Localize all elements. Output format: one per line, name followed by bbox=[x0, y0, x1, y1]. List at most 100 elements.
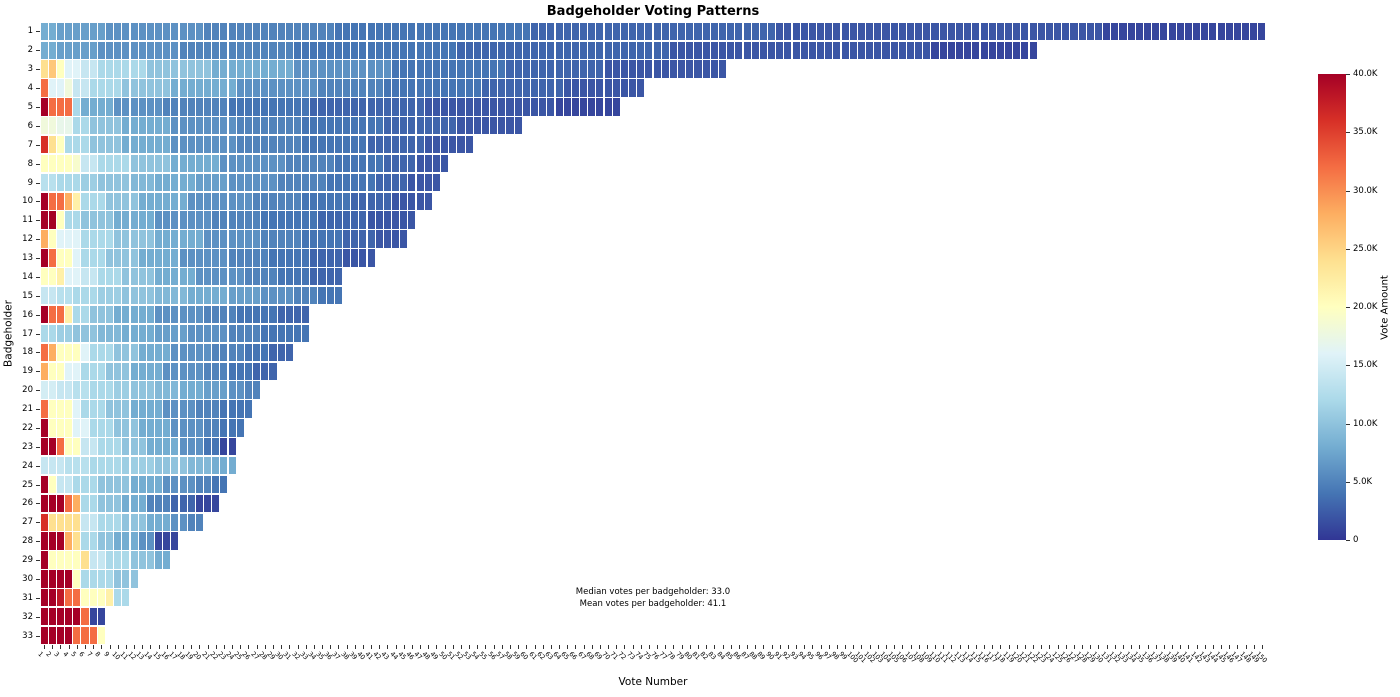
heatmap-cell bbox=[146, 343, 154, 361]
heatmap-cell bbox=[367, 192, 375, 210]
heatmap-cell bbox=[334, 249, 342, 267]
heatmap-cell bbox=[81, 268, 89, 286]
x-tick-label: 4 bbox=[60, 650, 70, 659]
heatmap-cell bbox=[334, 268, 342, 286]
heatmap-cell bbox=[318, 192, 326, 210]
heatmap-cell bbox=[432, 79, 440, 97]
heatmap-cell bbox=[531, 41, 539, 59]
heatmap-cell bbox=[253, 117, 261, 135]
heatmap-cell bbox=[114, 287, 122, 305]
heatmap-cell bbox=[122, 41, 130, 59]
heatmap-cell bbox=[285, 287, 293, 305]
heatmap-cell bbox=[343, 154, 351, 173]
heatmap-cell bbox=[514, 117, 522, 135]
heatmap-cell bbox=[56, 419, 64, 437]
heatmap-cell bbox=[220, 22, 228, 41]
heatmap-cell bbox=[155, 230, 163, 248]
heatmap-cell bbox=[343, 135, 351, 154]
heatmap-cell bbox=[481, 41, 490, 59]
heatmap-cell bbox=[228, 230, 236, 248]
heatmap-cell bbox=[261, 98, 269, 116]
heatmap-cell bbox=[244, 22, 252, 41]
heatmap-cell bbox=[65, 551, 73, 569]
heatmap-cell bbox=[40, 98, 48, 116]
heatmap-cell bbox=[73, 98, 81, 116]
heatmap-cell bbox=[81, 570, 89, 588]
heatmap-cell bbox=[375, 22, 383, 41]
colorbar-tick-label: 30.0K bbox=[1353, 185, 1378, 196]
heatmap-cell bbox=[138, 268, 146, 286]
heatmap-cell bbox=[204, 287, 212, 305]
heatmap-cell bbox=[204, 362, 212, 380]
heatmap-cell bbox=[678, 22, 686, 41]
heatmap-cell bbox=[204, 60, 212, 78]
heatmap-cell bbox=[122, 400, 130, 418]
heatmap-cell bbox=[669, 22, 677, 41]
heatmap-cell bbox=[890, 22, 898, 41]
heatmap-cell bbox=[155, 532, 163, 550]
x-tick-mark bbox=[1123, 645, 1124, 649]
heatmap-cell bbox=[56, 305, 64, 324]
heatmap-cell bbox=[163, 324, 171, 343]
heatmap-cell bbox=[1029, 22, 1037, 41]
heatmap-cell bbox=[179, 475, 187, 494]
heatmap-cell bbox=[89, 570, 97, 588]
heatmap-cell bbox=[253, 305, 261, 324]
heatmap-cell bbox=[784, 22, 792, 41]
x-tick-mark bbox=[1261, 645, 1263, 649]
heatmap-cell bbox=[204, 117, 212, 135]
x-tick-mark bbox=[240, 645, 242, 649]
heatmap-cell bbox=[269, 249, 277, 267]
heatmap-cell bbox=[105, 513, 114, 531]
heatmap-cell bbox=[187, 230, 195, 248]
heatmap-cell bbox=[65, 305, 73, 324]
heatmap-cell bbox=[956, 41, 964, 59]
heatmap-cell bbox=[351, 41, 359, 59]
heatmap-cell bbox=[195, 475, 203, 494]
heatmap-cell bbox=[253, 60, 261, 78]
colorbar-label: Vote Amount bbox=[1379, 275, 1391, 340]
heatmap-cell bbox=[204, 249, 212, 267]
heatmap-cell bbox=[1242, 22, 1250, 41]
heatmap-cell bbox=[678, 41, 686, 59]
heatmap-cell bbox=[48, 135, 56, 154]
heatmap-cell bbox=[277, 117, 285, 135]
y-tick-label: 33 bbox=[22, 630, 33, 641]
heatmap-cell bbox=[522, 79, 530, 97]
heatmap-cell bbox=[146, 475, 154, 494]
heatmap-cell bbox=[114, 211, 122, 229]
heatmap-cell bbox=[449, 135, 457, 154]
heatmap-cell bbox=[253, 98, 261, 116]
heatmap-cell bbox=[1062, 22, 1070, 41]
heatmap-cell bbox=[204, 438, 212, 456]
heatmap-cell bbox=[89, 79, 97, 97]
heatmap-cell bbox=[277, 98, 285, 116]
heatmap-cell bbox=[228, 22, 236, 41]
y-tick-label: 11 bbox=[22, 215, 33, 226]
heatmap-cell bbox=[293, 135, 302, 154]
heatmap-cell bbox=[97, 79, 105, 97]
y-tick-mark bbox=[36, 503, 40, 505]
heatmap-cell bbox=[122, 287, 130, 305]
heatmap-cell bbox=[81, 589, 89, 607]
heatmap-cell bbox=[277, 343, 285, 361]
heatmap-cell bbox=[383, 117, 391, 135]
heatmap-cell bbox=[212, 98, 220, 116]
heatmap-cell bbox=[204, 211, 212, 229]
heatmap-cell bbox=[343, 192, 351, 210]
heatmap-cell bbox=[343, 211, 351, 229]
heatmap-cell bbox=[825, 22, 833, 41]
heatmap-cell bbox=[40, 626, 48, 645]
heatmap-cell bbox=[473, 60, 481, 78]
heatmap-cell bbox=[571, 22, 579, 41]
heatmap-cell bbox=[40, 135, 48, 154]
heatmap-cell bbox=[65, 494, 73, 513]
heatmap-cell bbox=[351, 230, 359, 248]
heatmap-cell bbox=[220, 324, 228, 343]
heatmap-cell bbox=[163, 117, 171, 135]
heatmap-cell bbox=[506, 60, 514, 78]
heatmap-cell bbox=[277, 249, 285, 267]
heatmap-cell bbox=[40, 324, 48, 343]
heatmap-cell bbox=[73, 211, 81, 229]
heatmap-cell bbox=[751, 41, 759, 59]
